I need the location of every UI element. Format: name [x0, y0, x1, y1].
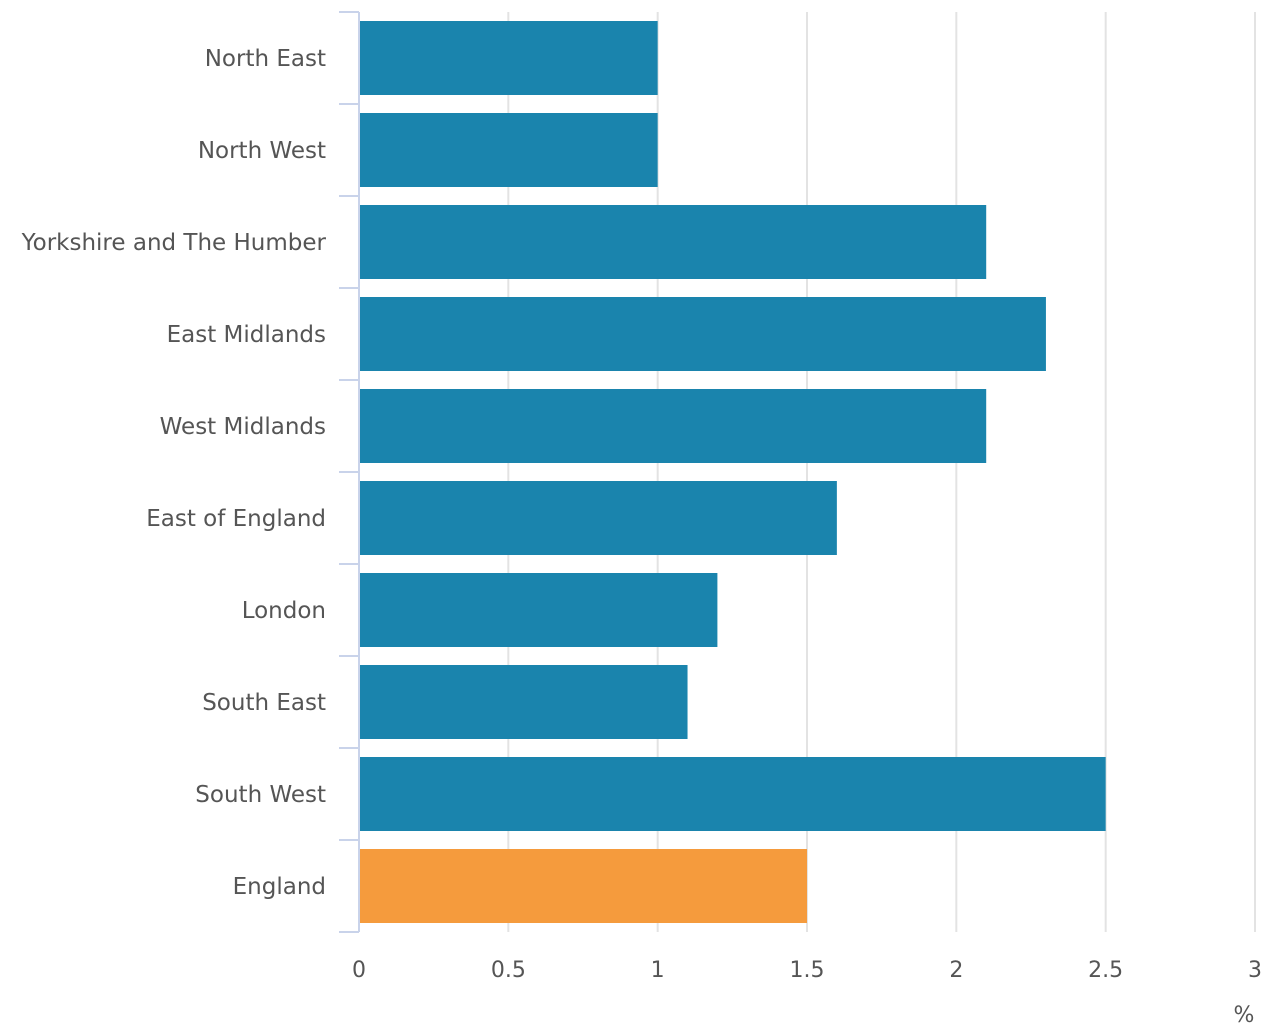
x-tick-label: 3 — [1248, 958, 1262, 983]
bar-england — [360, 849, 807, 923]
category-label: South West — [195, 782, 326, 808]
y-axis — [339, 12, 359, 932]
bar-east-of-england — [360, 481, 837, 555]
category-label: Yorkshire and The Humber — [21, 230, 327, 256]
x-axis-unit-label: % — [1234, 1003, 1255, 1025]
bar-north-west — [360, 113, 658, 187]
x-tick-label: 0 — [352, 958, 366, 983]
x-tick-label: 0.5 — [491, 958, 526, 983]
bar-north-east — [360, 21, 658, 95]
category-label: North East — [205, 46, 326, 72]
bar-yorkshire-and-the-humber — [360, 205, 986, 279]
x-tick-label: 1.5 — [790, 958, 825, 983]
category-label: East Midlands — [167, 322, 326, 348]
category-label: London — [242, 598, 326, 624]
bar-south-east — [360, 665, 688, 739]
category-label: England — [233, 874, 326, 900]
bar-east-midlands — [360, 297, 1046, 371]
category-labels: North East North West Yorkshire and The Hu… — [21, 46, 327, 900]
category-label: East of England — [146, 506, 326, 532]
category-label: South East — [202, 690, 326, 716]
x-tick-labels: 0 0.5 1 1.5 2 2.5 3 — [352, 958, 1262, 983]
x-tick-label: 2 — [949, 958, 963, 983]
bar-south-west — [360, 757, 1106, 831]
category-label: North West — [198, 138, 326, 164]
bars — [360, 21, 1106, 923]
x-tick-label: 2.5 — [1088, 958, 1123, 983]
category-label: West Midlands — [160, 414, 326, 440]
bar-london — [360, 573, 717, 647]
x-tick-label: 1 — [651, 958, 665, 983]
bar-west-midlands — [360, 389, 986, 463]
